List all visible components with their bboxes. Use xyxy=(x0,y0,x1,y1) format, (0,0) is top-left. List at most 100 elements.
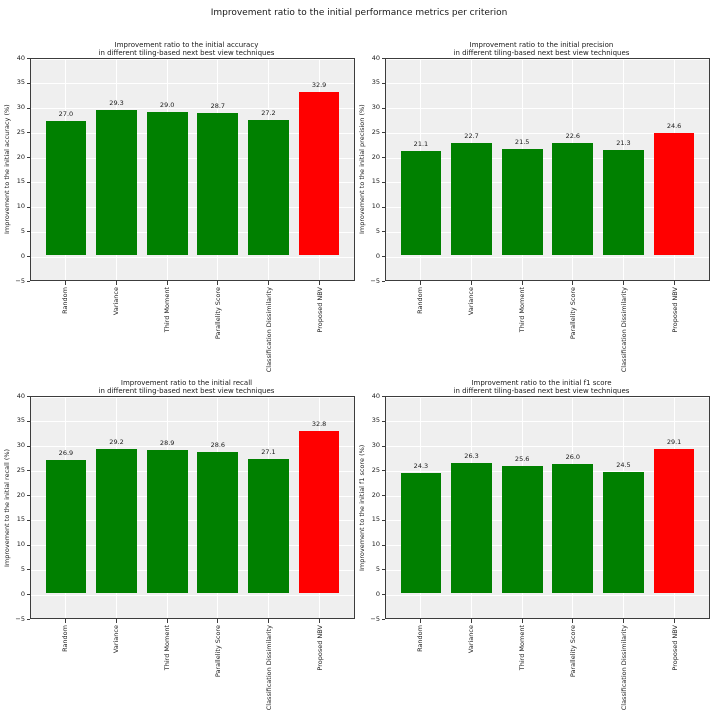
y-tick-label: 25 xyxy=(16,465,25,474)
bar-parallelity-score xyxy=(197,451,239,594)
bar-third-moment xyxy=(501,148,543,256)
x-tick-label: Proposed NBV xyxy=(670,625,679,671)
gridline-h xyxy=(31,58,354,60)
bar-value-label: 27.0 xyxy=(58,110,74,119)
gridline-h xyxy=(31,446,354,448)
gridline-h xyxy=(386,256,709,258)
subplot-title-line2: in different tiling-based next best view… xyxy=(98,49,275,57)
y-tick-label: −5 xyxy=(15,276,25,285)
subplot-title-line1: Improvement ratio to the initial accurac… xyxy=(114,41,259,49)
bar-value-label: 24.6 xyxy=(666,122,682,131)
y-tick-mark xyxy=(381,82,385,84)
x-tick-label: Third Moment xyxy=(518,287,527,333)
y-axis-label: Improvement to the initial precision (%) xyxy=(358,104,366,235)
y-tick-label: 40 xyxy=(16,53,25,62)
y-tick-mark xyxy=(26,420,30,422)
y-tick-label: 20 xyxy=(16,152,25,161)
x-tick-mark xyxy=(268,281,270,285)
gridline-h xyxy=(386,619,709,621)
x-tick-mark xyxy=(623,281,625,285)
y-tick-mark xyxy=(381,569,385,571)
gridline-h xyxy=(31,256,354,258)
gridline-h xyxy=(31,545,354,547)
x-tick-label: Variance xyxy=(467,287,476,316)
x-tick-mark xyxy=(64,281,66,285)
bar-value-label: 27.2 xyxy=(261,109,276,118)
y-tick-mark xyxy=(381,231,385,233)
y-tick-label: 25 xyxy=(16,127,25,136)
subplot-title: Improvement ratio to the initial precisi… xyxy=(365,41,718,57)
gridline-h xyxy=(31,182,354,184)
y-tick-label: −5 xyxy=(370,614,380,623)
x-tick-label: Proposed NBV xyxy=(315,625,324,671)
y-tick-label: 40 xyxy=(16,391,25,400)
bar-classification-dissimilarity xyxy=(603,471,644,594)
y-tick-label: 0 xyxy=(20,589,25,598)
x-tick-mark xyxy=(419,281,421,285)
bar-value-label: 21.5 xyxy=(514,137,530,146)
gridline-h xyxy=(31,207,354,209)
y-tick-label: 30 xyxy=(16,103,25,112)
x-tick-label: Third Moment xyxy=(518,625,527,671)
bar-value-label: 28.9 xyxy=(159,439,175,448)
gridline-h xyxy=(386,108,709,110)
y-tick-mark xyxy=(26,181,30,183)
subplot-title-line2: in different tiling-based next best view… xyxy=(98,387,275,395)
x-tick-mark xyxy=(674,281,676,285)
bar-classification-dissimilarity xyxy=(603,149,644,256)
x-tick-mark xyxy=(217,281,219,285)
x-tick-label: Third Moment xyxy=(163,287,172,333)
x-tick-mark xyxy=(64,619,66,623)
gridline-h xyxy=(386,157,709,159)
gridline-h xyxy=(386,182,709,184)
y-tick-label: 35 xyxy=(371,78,380,87)
bar-value-label: 22.7 xyxy=(464,131,479,140)
y-tick-mark xyxy=(381,107,385,109)
gridline-h xyxy=(31,421,354,423)
y-axis-label: Improvement to the initial f1 score (%) xyxy=(358,444,366,571)
bar-value-label: 22.6 xyxy=(565,132,581,141)
gridline-h xyxy=(386,569,709,571)
gridline-h xyxy=(31,157,354,159)
y-tick-label: 15 xyxy=(371,177,380,186)
y-tick-mark xyxy=(26,157,30,159)
x-tick-mark xyxy=(217,619,219,623)
bar-proposed-nbv xyxy=(653,449,695,594)
bar-variance xyxy=(451,142,492,256)
bar-value-label: 29.0 xyxy=(159,100,175,109)
y-tick-mark xyxy=(381,519,385,521)
plot-area: 27.0 29.3 29.0 28.7 27.2 32.9 xyxy=(30,58,355,283)
x-tick-mark xyxy=(419,619,421,623)
x-tick-mark xyxy=(166,281,168,285)
y-tick-label: 25 xyxy=(371,127,380,136)
x-tick-label: Parallelity Score xyxy=(213,625,222,678)
y-tick-label: 15 xyxy=(16,177,25,186)
bar-third-moment xyxy=(501,466,543,594)
subplot-f1-score: Improvement ratio to the initial f1 scor… xyxy=(358,379,710,710)
subplot-title-line1: Improvement ratio to the initial f1 scor… xyxy=(471,379,612,387)
y-tick-label: −5 xyxy=(15,614,25,623)
bar-variance xyxy=(96,110,137,256)
plot-area: 21.1 22.7 21.5 22.6 21.3 24.6 xyxy=(385,58,710,283)
y-tick-mark xyxy=(381,281,385,282)
bar-parallelity-score xyxy=(552,143,594,256)
gridline-h xyxy=(386,83,709,85)
x-tick-mark xyxy=(115,281,117,285)
x-tick-label: Random xyxy=(61,625,70,652)
gridline-h xyxy=(31,281,354,283)
y-tick-label: 5 xyxy=(375,226,380,235)
y-tick-label: 10 xyxy=(371,540,380,549)
bar-parallelity-score xyxy=(552,464,594,594)
y-tick-mark xyxy=(26,445,30,447)
y-tick-label: 15 xyxy=(16,515,25,524)
subplot-title-line1: Improvement ratio to the initial recall xyxy=(120,379,253,387)
y-tick-mark xyxy=(26,206,30,208)
gridline-h xyxy=(31,108,354,110)
x-tick-mark xyxy=(166,619,168,623)
y-axis-label: Improvement to the initial recall (%) xyxy=(3,448,11,567)
gridline-h xyxy=(386,446,709,448)
gridline-h xyxy=(31,470,354,472)
y-tick-mark xyxy=(381,420,385,422)
x-tick-mark xyxy=(572,281,574,285)
